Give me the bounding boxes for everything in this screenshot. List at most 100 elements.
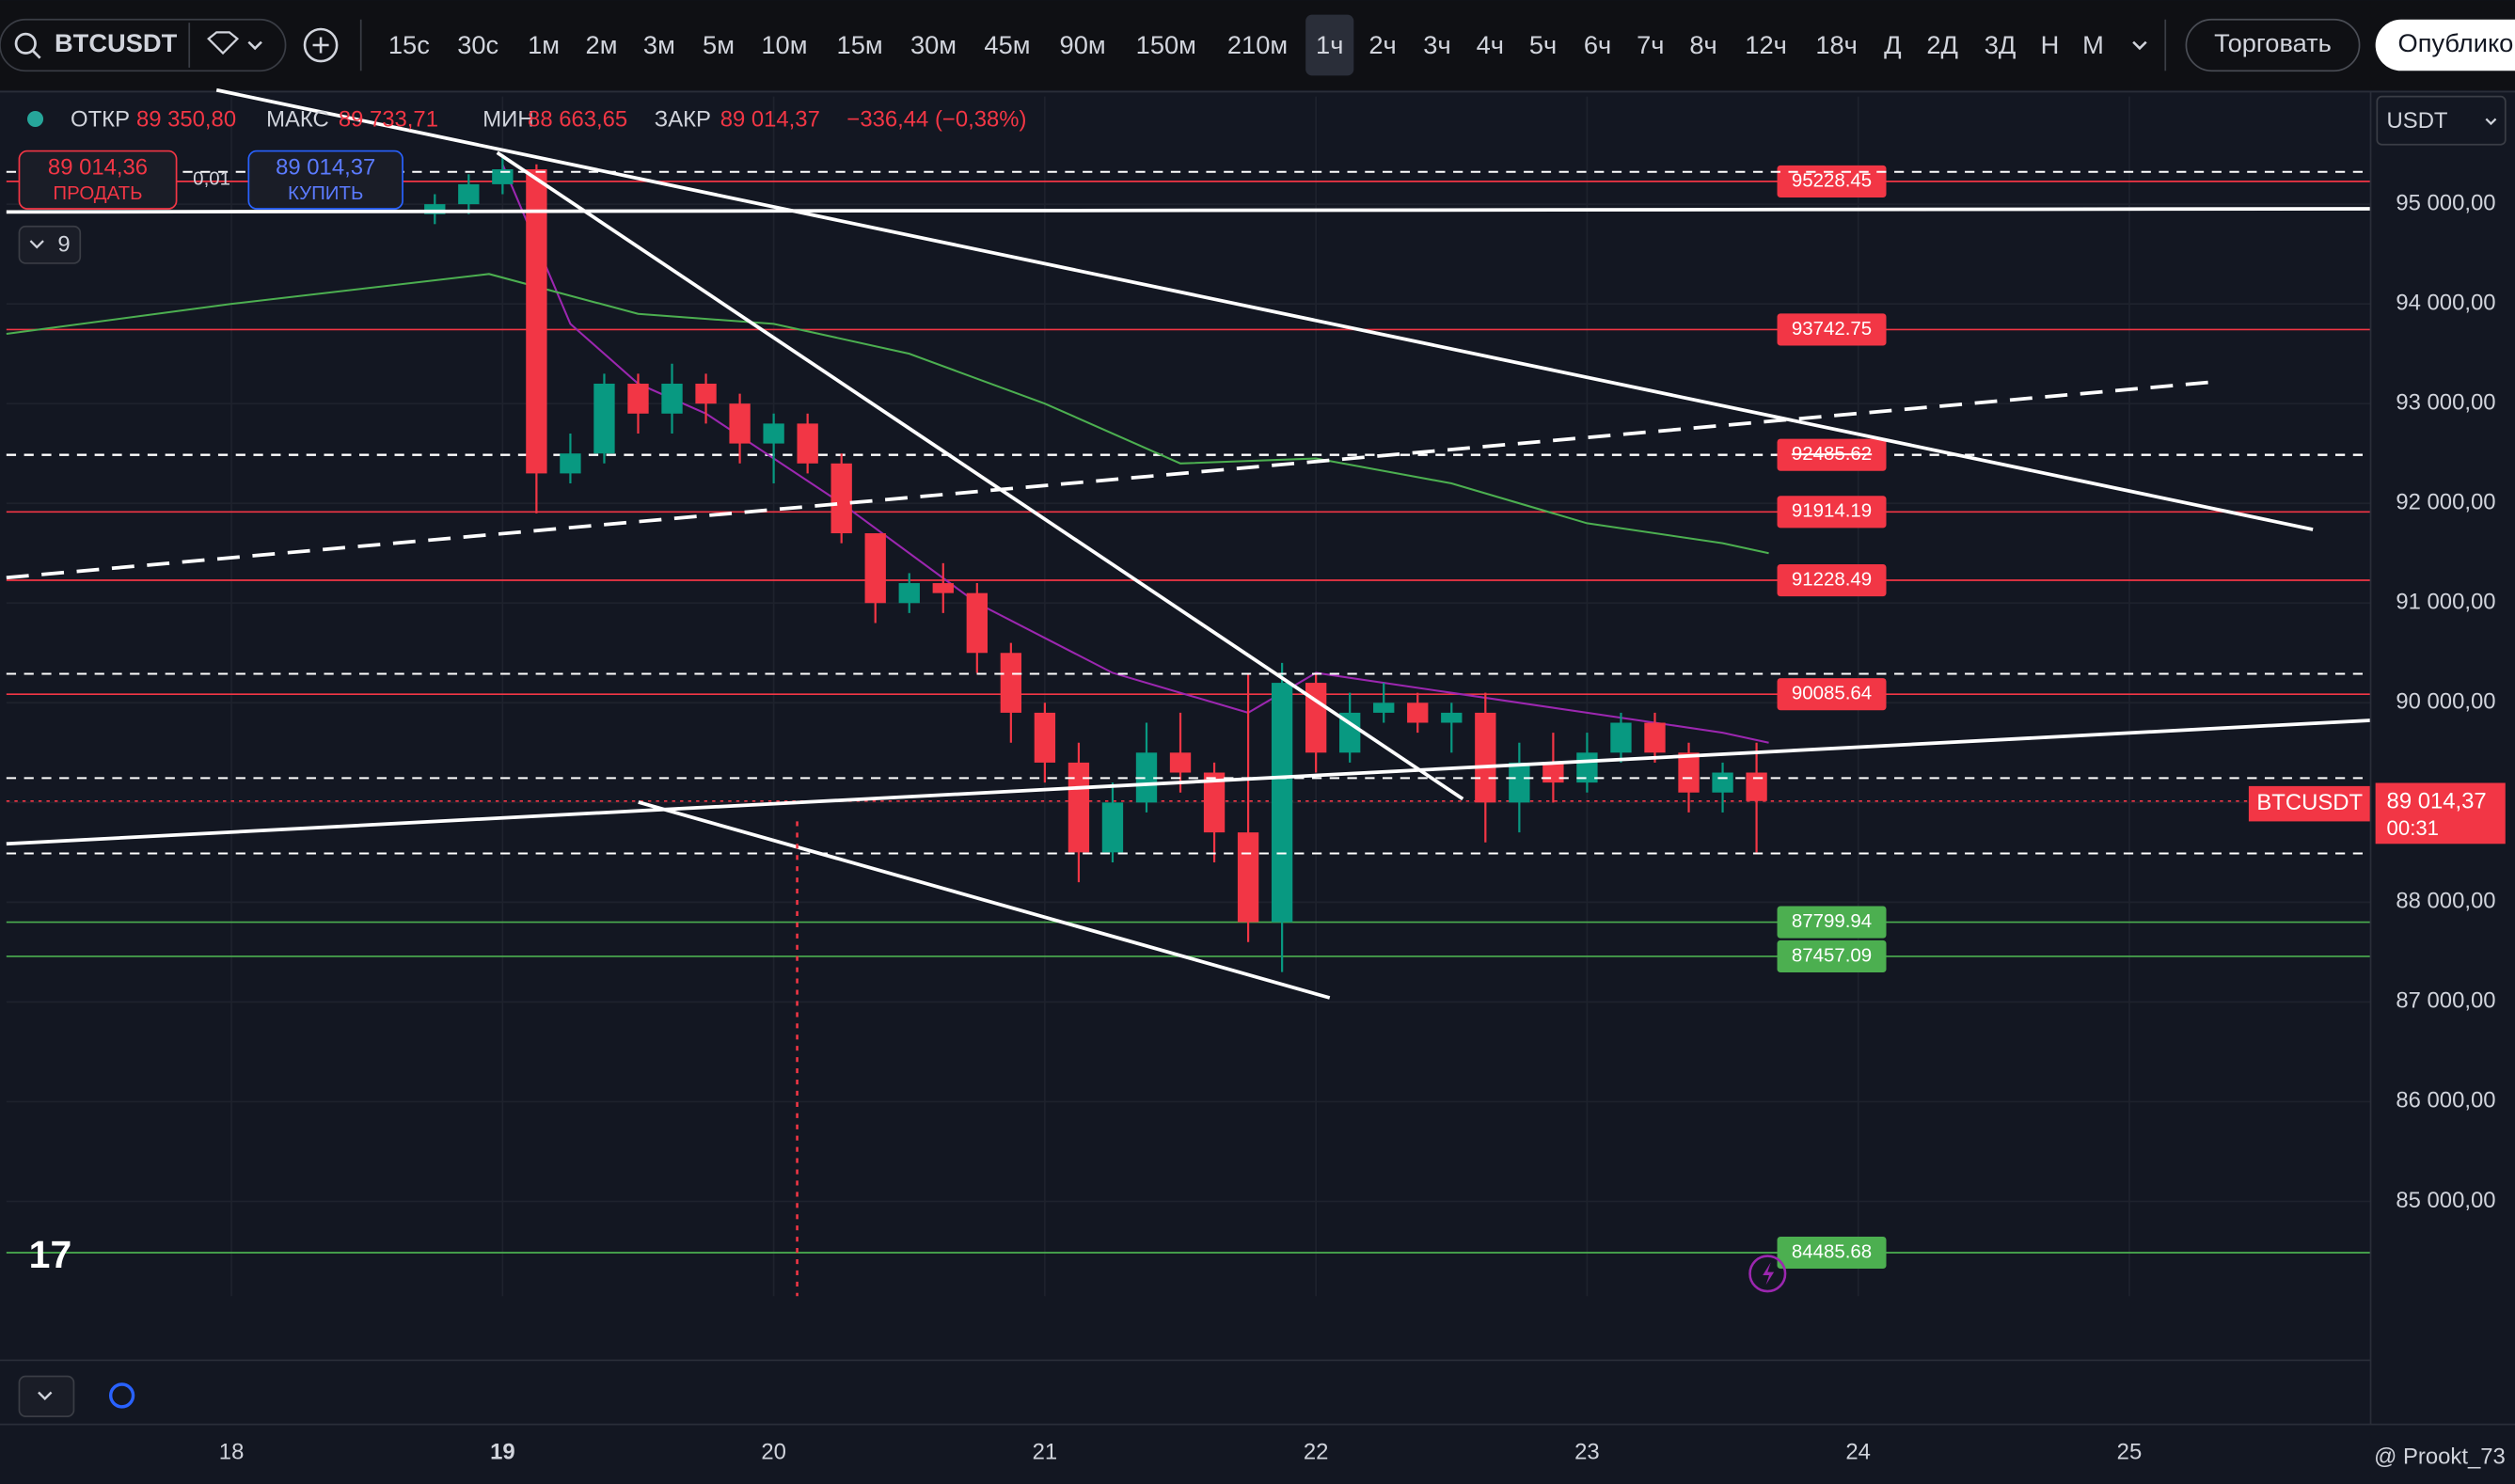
candle-body [1203,772,1226,833]
interval[interactable]: 30с [457,30,498,59]
currency-selector[interactable] [2376,95,2507,146]
toolbar-bg [0,0,2515,90]
trendline [638,800,1331,1000]
y-tick-label: 95 000,00 [2396,190,2495,215]
symbol-tag-label: BTCUSDT [2256,790,2363,815]
price-box [2375,782,2506,845]
interval[interactable]: 10м [761,30,807,59]
sell-price[interactable]: 89 014,36 [48,155,148,181]
price-level-tag [1777,496,1887,529]
candle-body [492,168,514,184]
interval-list: 15с 30с 1м 2м 3м 5м 10м 15м 30м 45м 90м 150м 210м 1ч 2… [388,14,2104,76]
publish-button[interactable] [2375,19,2515,71]
price-level-tag [1777,906,1887,939]
drawings [6,87,2371,1297]
indicators-count[interactable]: 9 [57,232,70,258]
interval[interactable]: 4ч [1477,30,1504,59]
bolt [1763,1262,1775,1286]
candle-body [1068,762,1090,853]
interval[interactable]: 1ч [1316,30,1343,59]
price-level-tag [1777,939,1887,972]
status-dot [26,110,44,127]
interval[interactable]: 1м [528,30,560,59]
low-label: МИН [482,106,533,132]
buy-button[interactable] [247,150,403,210]
candle-body [1509,762,1530,803]
buy-price[interactable]: 89 014,37 [276,155,375,181]
interval[interactable]: 3м [643,30,675,59]
price-level-tag [1777,678,1887,711]
interval[interactable]: Н [2041,30,2060,59]
price-level-tag [1777,1236,1887,1270]
symbol-search[interactable] [0,18,287,72]
candle-body [830,463,852,534]
interval[interactable]: 3ч [1423,30,1450,59]
quantity[interactable]: 0,01 [193,168,230,190]
interval[interactable]: 45м [984,30,1030,59]
interval[interactable]: 18ч [1815,30,1858,59]
candle-body [898,583,920,604]
sell-button[interactable] [18,150,178,210]
y-tick-label: 87 000,00 [2396,988,2495,1014]
active-interval-bg [1305,14,1354,76]
candle-body [1373,703,1395,713]
buy-label[interactable]: КУПИТЬ [288,182,363,204]
interval[interactable]: 30м [910,30,957,59]
chevron [2485,118,2497,126]
interval[interactable]: 6ч [1584,30,1611,59]
interval[interactable]: 15с [388,30,430,59]
interval[interactable]: 5ч [1529,30,1557,59]
open-label: ОТКР [71,106,130,132]
interval[interactable]: 8ч [1689,30,1716,59]
price-level-label: 87799.94 [1792,910,1872,932]
candle-body [729,403,751,444]
alert-icon[interactable] [1748,1255,1787,1293]
price-level-tag [1777,313,1887,346]
trendline [496,150,1464,801]
candle-body [1034,712,1056,763]
symbol[interactable]: BTCUSDT [55,28,178,57]
toolbar: BTCUSDT 15с 30с 1м 2м 3м 5м 10м 15м 30м 45м 90м 150… [0,0,2515,90]
candle-body [1169,752,1192,773]
interval[interactable]: Д [1884,30,1901,59]
interval[interactable]: 15м [837,30,883,59]
interval[interactable]: 150м [1136,30,1196,59]
candle-body [695,383,717,404]
candle-body [1644,722,1666,753]
y-tick-label: 93 000,00 [2396,389,2495,415]
interval[interactable]: 90м [1060,30,1106,59]
x-tick-label: 18 [219,1440,245,1465]
premium-icon[interactable] [207,31,240,55]
interval[interactable]: 7ч [1637,30,1664,59]
sell-label[interactable]: ПРОДАТЬ [53,182,142,204]
interval[interactable]: 2м [586,30,618,59]
candle-body [1407,703,1429,723]
interval[interactable]: 2Д [1926,30,1958,59]
x-tick-label: 23 [1574,1440,1600,1465]
interval[interactable]: М [2082,30,2104,59]
watermark: @ Prookt_73 [2374,1445,2506,1470]
interval[interactable]: 2ч [1368,30,1396,59]
low-value: 88 663,65 [528,106,627,132]
sync-button[interactable] [108,1382,135,1409]
trade-button[interactable] [2185,18,2361,72]
interval[interactable]: 3Д [1985,30,2017,59]
compare-button[interactable] [303,27,339,63]
candle-body [424,204,446,214]
price-level-label: 91228.49 [1792,568,1872,590]
candle-body [763,423,784,444]
interval[interactable]: 5м [703,30,735,59]
candle-body [1441,712,1463,723]
indicators-toggle[interactable] [18,225,82,264]
interval[interactable]: 12ч [1745,30,1787,59]
chevron [38,1391,53,1401]
trade-button-label[interactable]: Торговать [2214,28,2332,57]
chevron[interactable] [2132,40,2147,51]
interval[interactable]: 210м [1227,30,1288,59]
publish-button-label[interactable]: Опубликовать [2398,28,2515,57]
candle-body [932,583,954,593]
currency[interactable]: USDT [2387,108,2448,134]
candle-body [1678,752,1700,793]
y-tick-label: 91 000,00 [2396,590,2495,615]
